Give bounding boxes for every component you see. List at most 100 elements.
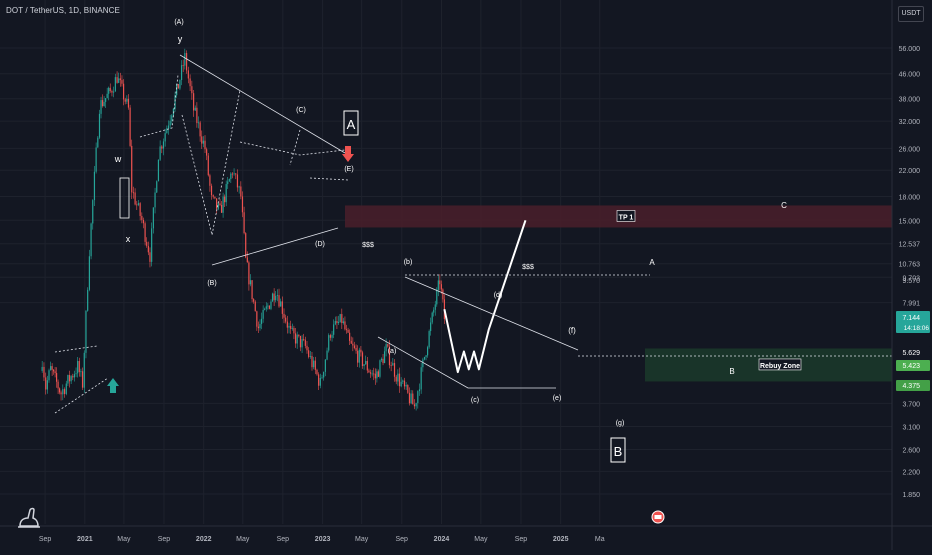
candle-body (318, 374, 320, 386)
currency-button[interactable]: USDT (898, 6, 924, 22)
candle-body (108, 87, 110, 94)
candle-body (407, 384, 409, 393)
candle-body (126, 98, 128, 102)
tradingview-dino-icon[interactable] (16, 506, 42, 530)
candle-body (352, 343, 354, 346)
candle-body (283, 313, 285, 318)
candle-body (191, 86, 193, 94)
channel-lower (377, 336, 556, 389)
wave-label: x (126, 234, 131, 244)
candle-body (201, 136, 203, 144)
candle-body (360, 349, 362, 353)
candle-body (410, 393, 412, 404)
candle-body (271, 293, 274, 302)
red-down-arrow-icon (342, 146, 354, 162)
candle-body (383, 351, 386, 364)
candle-body (136, 204, 138, 206)
candle-body (157, 159, 160, 182)
candle-body (235, 173, 237, 175)
candle-body (206, 149, 208, 156)
candle-body (355, 347, 357, 351)
candle-body (83, 352, 85, 388)
candle-body (350, 340, 352, 344)
candle-body (113, 91, 115, 93)
rebuy-bottom-value: 4.375 (902, 383, 920, 390)
candle-body (243, 212, 245, 234)
candle-body (100, 100, 102, 114)
candle-body (109, 87, 111, 91)
candle-body (437, 280, 439, 290)
candle-body (167, 125, 170, 129)
candle-body (97, 137, 99, 148)
candle-body (238, 186, 240, 188)
candle-body (87, 289, 89, 311)
y-tick-label: 10.763 (899, 262, 921, 269)
candle-body (197, 122, 200, 124)
candle-body (264, 308, 266, 310)
candle-body (365, 360, 367, 365)
zone-label: Rebuy Zone (760, 363, 800, 370)
candle-body (88, 256, 90, 290)
candle-body (376, 371, 378, 379)
candle-body (185, 53, 188, 71)
projection-path[interactable] (443, 219, 527, 374)
candle-body (278, 295, 280, 307)
zone-label: TP 1 (619, 214, 634, 221)
candle-body (311, 355, 313, 368)
candle-body (121, 80, 123, 84)
candle-body (426, 347, 429, 356)
x-tick-label: 2022 (196, 536, 212, 543)
candle-body (326, 350, 328, 360)
candles (41, 48, 446, 411)
candle-body (308, 350, 310, 357)
candle-body (440, 284, 442, 290)
candle-body (439, 280, 441, 285)
candle-body (425, 355, 427, 357)
candle-body (443, 299, 446, 320)
x-tick-label: 2025 (553, 536, 569, 543)
consolidation-top (54, 345, 98, 353)
candle-body (132, 192, 135, 194)
candle-body (212, 195, 214, 197)
wave-label: (C) (296, 107, 306, 114)
candle-body (63, 389, 66, 394)
candle-body (276, 295, 278, 296)
candle-body (431, 312, 433, 323)
candle-body (371, 373, 373, 375)
candle-body (230, 173, 232, 180)
y-tick-label: 15.000 (899, 218, 921, 225)
x-tick-label: May (236, 536, 250, 543)
candle-body (337, 322, 340, 324)
candle-body (275, 295, 277, 301)
y-tick-label: 2.600 (902, 447, 920, 454)
candle-body (217, 203, 219, 209)
candle-body (41, 366, 43, 371)
wave-label: $$$ (362, 242, 374, 249)
candle-body (227, 181, 229, 185)
candle-body (357, 350, 359, 363)
candle-body (53, 369, 55, 372)
wave-label: B (729, 367, 734, 376)
candle-body (342, 321, 344, 324)
candle-body (48, 370, 50, 381)
candle-body (254, 301, 256, 312)
candle-body (293, 328, 295, 334)
x-tick-label: 2023 (315, 536, 331, 543)
candle-body (105, 98, 107, 102)
earnings-flag-icon[interactable] (651, 510, 665, 524)
candle-body (397, 373, 399, 382)
candle-body (390, 365, 392, 366)
y-tick-label: 26.000 (899, 146, 921, 153)
candle-body (60, 392, 62, 395)
y-tick-label: 9.570 (902, 278, 920, 285)
wave-label: (B) (207, 280, 216, 287)
candle-body (418, 389, 421, 392)
candle-body (129, 107, 131, 146)
wave-label: (c) (471, 397, 479, 404)
countdown-timer: 14:18:06 (904, 325, 930, 332)
candle-body (50, 366, 52, 371)
candle-body (92, 200, 94, 224)
x-tick-label: Sep (39, 536, 52, 543)
